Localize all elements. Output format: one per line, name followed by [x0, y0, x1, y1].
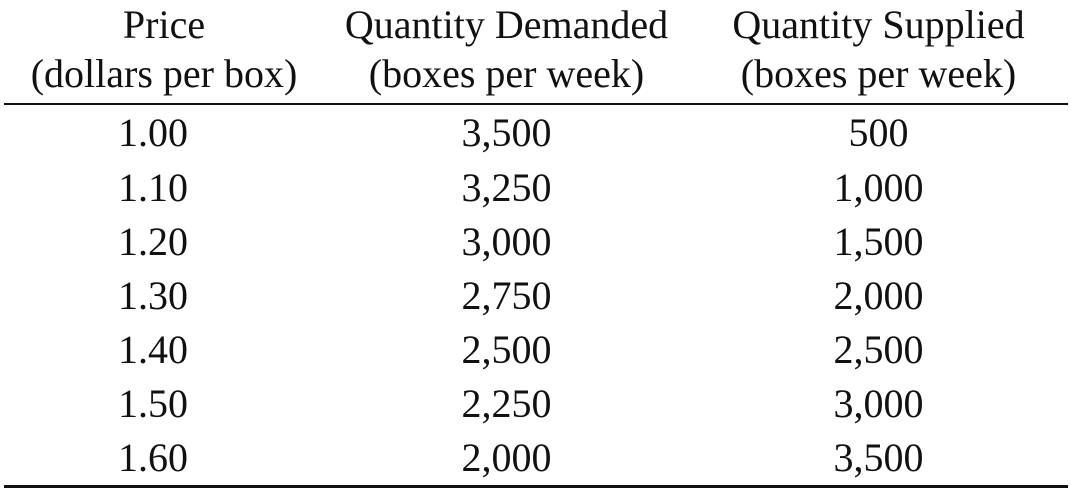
header-price-unit: (dollars per box): [4, 49, 324, 105]
table-row: 1.30 2,750 2,000: [4, 269, 1068, 323]
quantity-supplied-cell: 1,000: [833, 165, 924, 210]
quantity-supplied-cell: 3,000: [833, 381, 924, 426]
price-cell: 1.00: [118, 110, 188, 155]
quantity-demanded-cell: 3,000: [461, 219, 552, 264]
quantity-supplied-cell: 500: [848, 110, 909, 155]
price-cell: 1.30: [118, 273, 188, 318]
quantity-demanded-cell: 2,750: [461, 273, 552, 318]
header-quantity-demanded-unit: (boxes per week): [324, 49, 689, 105]
table-header: Price Quantity Demanded Quantity Supplie…: [4, 0, 1068, 105]
quantity-supplied-cell: 2,000: [833, 273, 924, 318]
table-row: 1.60 2,000 3,500: [4, 431, 1068, 488]
header-row-1: Price Quantity Demanded Quantity Supplie…: [4, 0, 1068, 49]
quantity-demanded-cell: 3,250: [461, 165, 552, 210]
quantity-supplied-cell: 3,500: [689, 431, 1068, 488]
table-row: 1.20 3,000 1,500: [4, 215, 1068, 269]
quantity-supplied-cell: 1,500: [833, 219, 924, 264]
supply-demand-table: Price Quantity Demanded Quantity Supplie…: [4, 0, 1068, 488]
table-body: 1.00 3,500 500 1.10 3,250 1,000 1.20 3,0…: [4, 104, 1068, 488]
table-row: 1.10 3,250 1,000: [4, 161, 1068, 215]
price-cell: 1.60: [4, 431, 324, 488]
price-cell: 1.20: [118, 219, 188, 264]
table-row: 1.40 2,500 2,500: [4, 323, 1068, 377]
price-cell: 1.50: [118, 381, 188, 426]
price-cell: 1.40: [118, 327, 188, 372]
quantity-demanded-cell: 2,000: [324, 431, 689, 488]
supply-demand-table-container: Price Quantity Demanded Quantity Supplie…: [4, 0, 1068, 488]
quantity-demanded-cell: 2,500: [461, 327, 552, 372]
header-quantity-demanded-title: Quantity Demanded: [344, 2, 669, 47]
table-row: 1.00 3,500 500: [4, 104, 1068, 161]
price-cell: 1.10: [118, 165, 188, 210]
quantity-supplied-cell: 2,500: [833, 327, 924, 372]
header-row-2: (dollars per box) (boxes per week) (boxe…: [4, 49, 1068, 105]
header-quantity-supplied-unit: (boxes per week): [689, 49, 1068, 105]
header-price-title: Price: [122, 2, 206, 47]
header-quantity-supplied-title: Quantity Supplied: [732, 2, 1025, 47]
table-row: 1.50 2,250 3,000: [4, 377, 1068, 431]
quantity-demanded-cell: 3,500: [461, 110, 552, 155]
quantity-demanded-cell: 2,250: [461, 381, 552, 426]
